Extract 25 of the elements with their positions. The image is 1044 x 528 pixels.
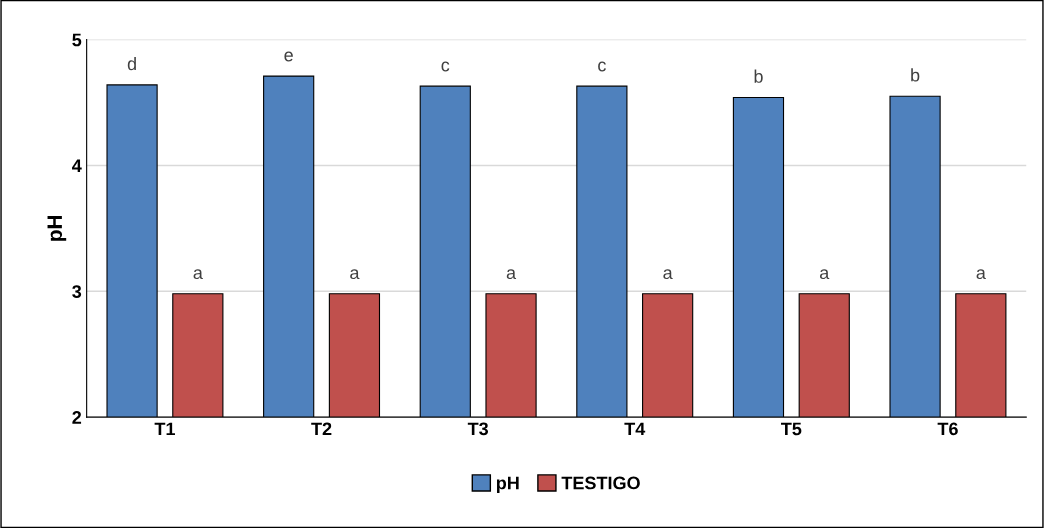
- data-label: a: [350, 269, 360, 280]
- data-label: c: [598, 61, 606, 72]
- x-tick-label: T5: [781, 422, 802, 436]
- x-tick-label: T2: [311, 422, 332, 436]
- data-label: a: [976, 269, 986, 280]
- x-tick-label: T6: [937, 422, 958, 436]
- y-tick-label: 3: [72, 285, 82, 299]
- data-label: a: [663, 269, 673, 280]
- x-tick-label: T3: [467, 422, 489, 436]
- legend-label: TESTIGO: [561, 476, 640, 490]
- data-label: c: [441, 61, 450, 72]
- y-tick-label: 5: [72, 33, 82, 47]
- data-label: e: [284, 51, 293, 62]
- y-tick-label: 2: [72, 411, 82, 424]
- data-label: b: [754, 69, 763, 83]
- data-label: a: [506, 269, 517, 280]
- data-label: a: [819, 269, 830, 280]
- x-tick-label: T1: [154, 422, 175, 436]
- x-tick-label: T4: [624, 422, 646, 436]
- y-tick-label: 4: [72, 159, 82, 172]
- data-label: a: [193, 269, 203, 280]
- legend-label: pH: [496, 476, 519, 493]
- y-axis-title: pH: [47, 215, 67, 241]
- data-label: d: [127, 56, 136, 71]
- data-label: b: [911, 68, 920, 82]
